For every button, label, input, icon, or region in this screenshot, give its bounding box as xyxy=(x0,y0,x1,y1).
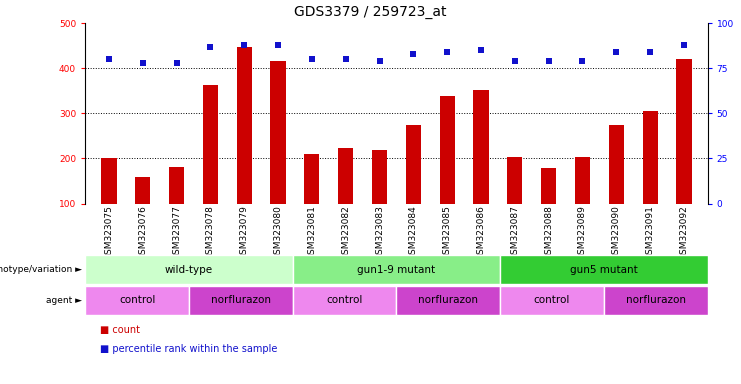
Bar xyxy=(604,286,708,315)
Text: control: control xyxy=(326,295,363,306)
Bar xyxy=(135,177,150,204)
Bar xyxy=(270,61,285,204)
Text: wild-type: wild-type xyxy=(165,265,213,275)
Bar xyxy=(500,255,708,284)
Bar xyxy=(305,154,319,204)
Bar xyxy=(575,157,590,204)
Bar xyxy=(500,286,604,315)
Bar xyxy=(203,85,218,204)
Bar xyxy=(508,157,522,204)
Text: gun1-9 mutant: gun1-9 mutant xyxy=(357,265,436,275)
Bar xyxy=(396,286,500,315)
Bar xyxy=(85,255,293,284)
Text: genotype/variation ►: genotype/variation ► xyxy=(0,265,82,274)
Text: ■ count: ■ count xyxy=(100,325,140,335)
Bar xyxy=(406,124,421,204)
Bar xyxy=(236,46,252,204)
Text: GDS3379 / 259723_at: GDS3379 / 259723_at xyxy=(294,5,447,18)
Bar xyxy=(169,167,185,204)
Bar xyxy=(293,286,396,315)
Bar xyxy=(541,168,556,204)
Bar xyxy=(642,111,658,204)
Bar xyxy=(372,150,387,204)
Bar xyxy=(439,96,455,204)
Bar xyxy=(473,90,488,204)
Text: gun5 mutant: gun5 mutant xyxy=(570,265,638,275)
Bar xyxy=(677,59,691,204)
Text: agent ►: agent ► xyxy=(45,296,82,305)
Text: norflurazon: norflurazon xyxy=(626,295,685,306)
Text: ■ percentile rank within the sample: ■ percentile rank within the sample xyxy=(100,344,277,354)
Bar xyxy=(293,255,500,284)
Bar xyxy=(85,286,189,315)
Text: control: control xyxy=(119,295,156,306)
Bar xyxy=(102,159,116,204)
Text: control: control xyxy=(534,295,571,306)
Bar xyxy=(338,149,353,204)
Bar xyxy=(189,286,293,315)
Text: norflurazon: norflurazon xyxy=(419,295,478,306)
Text: norflurazon: norflurazon xyxy=(211,295,270,306)
Bar xyxy=(608,124,624,204)
